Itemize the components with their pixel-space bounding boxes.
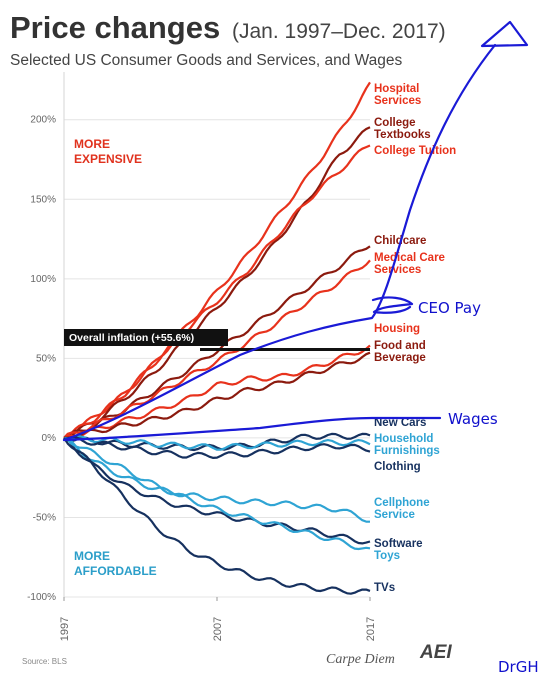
series-label-college-textbooks: College Textbooks — [374, 117, 431, 141]
wages-ink-line — [62, 416, 442, 442]
y-tick-label: 100% — [30, 274, 56, 285]
ceo-pay-scribble — [371, 296, 414, 314]
chart-subtitle: Selected US Consumer Goods and Services,… — [10, 52, 403, 69]
series-line-food-and-beverage — [63, 351, 371, 440]
ink-arrowhead — [480, 20, 529, 48]
y-tick-label: -100% — [27, 592, 56, 603]
series-line-hospital-services — [63, 81, 371, 439]
source-note: Source: BLS — [22, 657, 67, 666]
series-label-housing: Housing — [374, 323, 420, 335]
series-line-college-tuition — [63, 144, 371, 439]
series-lines — [63, 81, 371, 595]
series-line-college-textbooks — [63, 126, 371, 440]
y-axis-tick-labels: -100% -50% 0% 50% 100% 150% 200% — [27, 115, 56, 603]
series-label-food-and-beverage: Food and Beverage — [374, 340, 426, 364]
chart-title: Price changes — [10, 10, 220, 45]
y-tick-label: 200% — [30, 115, 56, 126]
series-label-hospital-services: Hospital Services — [374, 83, 421, 107]
inflation-marker: Overall inflation (+55.6%) — [64, 329, 370, 351]
inflation-label: Overall inflation (+55.6%) — [69, 332, 194, 344]
y-tick-label: 50% — [36, 353, 56, 364]
series-line-childcare — [63, 245, 371, 439]
brand-name: Carpe Diem — [326, 652, 395, 667]
ink-annotations — [62, 20, 529, 442]
series-label-cellphone-service: Cellphone Service — [374, 497, 430, 521]
series-label-clothing: Clothing — [374, 461, 421, 473]
wages-annotation: Wages — [448, 410, 498, 428]
x-tick-label: 2017 — [365, 617, 377, 641]
series-label-medical-care-services: Medical Care Services — [374, 252, 445, 276]
series-line-clothing — [63, 436, 371, 459]
y-tick-label: 150% — [30, 194, 56, 205]
series-line-housing — [63, 344, 371, 439]
series-label-household-furnishings: Household Furnishings — [374, 433, 440, 457]
chart-title-range: (Jan. 1997–Dec. 2017) — [232, 20, 446, 43]
x-tick-label: 2007 — [212, 617, 224, 641]
series-line-software — [63, 436, 371, 545]
region-label-more-affordable: MORE AFFORDABLE — [74, 549, 157, 578]
y-tick-label: -50% — [33, 512, 56, 523]
y-tick-label: 0% — [42, 433, 57, 444]
series-line-cellphone-service — [63, 436, 371, 523]
signature: DrGH — [498, 658, 539, 676]
x-tick-label: 1997 — [59, 617, 71, 641]
series-line-new-cars — [63, 432, 371, 452]
series-label-tvs: TVs — [374, 582, 395, 594]
inflation-label-box — [64, 329, 228, 346]
aei-logo: AEI — [419, 642, 452, 663]
series-line-toys — [63, 436, 371, 551]
series-label-toys: Toys — [374, 550, 400, 562]
series-labels: Hospital Services College Textbooks College … — [374, 83, 456, 594]
series-line-tvs — [63, 437, 371, 595]
series-line-household-furnishings — [63, 435, 371, 451]
series-label-college-tuition: College Tuition — [374, 145, 456, 157]
ceo-pay-ink-line — [62, 43, 497, 442]
ceo-pay-annotation: CEO Pay — [418, 299, 481, 317]
x-axis-tick-labels: 1997 2007 2017 — [59, 617, 377, 641]
series-label-new-cars: New Cars — [374, 417, 426, 429]
series-label-software: Software — [374, 538, 423, 550]
region-label-more-expensive: MORE EXPENSIVE — [74, 137, 142, 166]
